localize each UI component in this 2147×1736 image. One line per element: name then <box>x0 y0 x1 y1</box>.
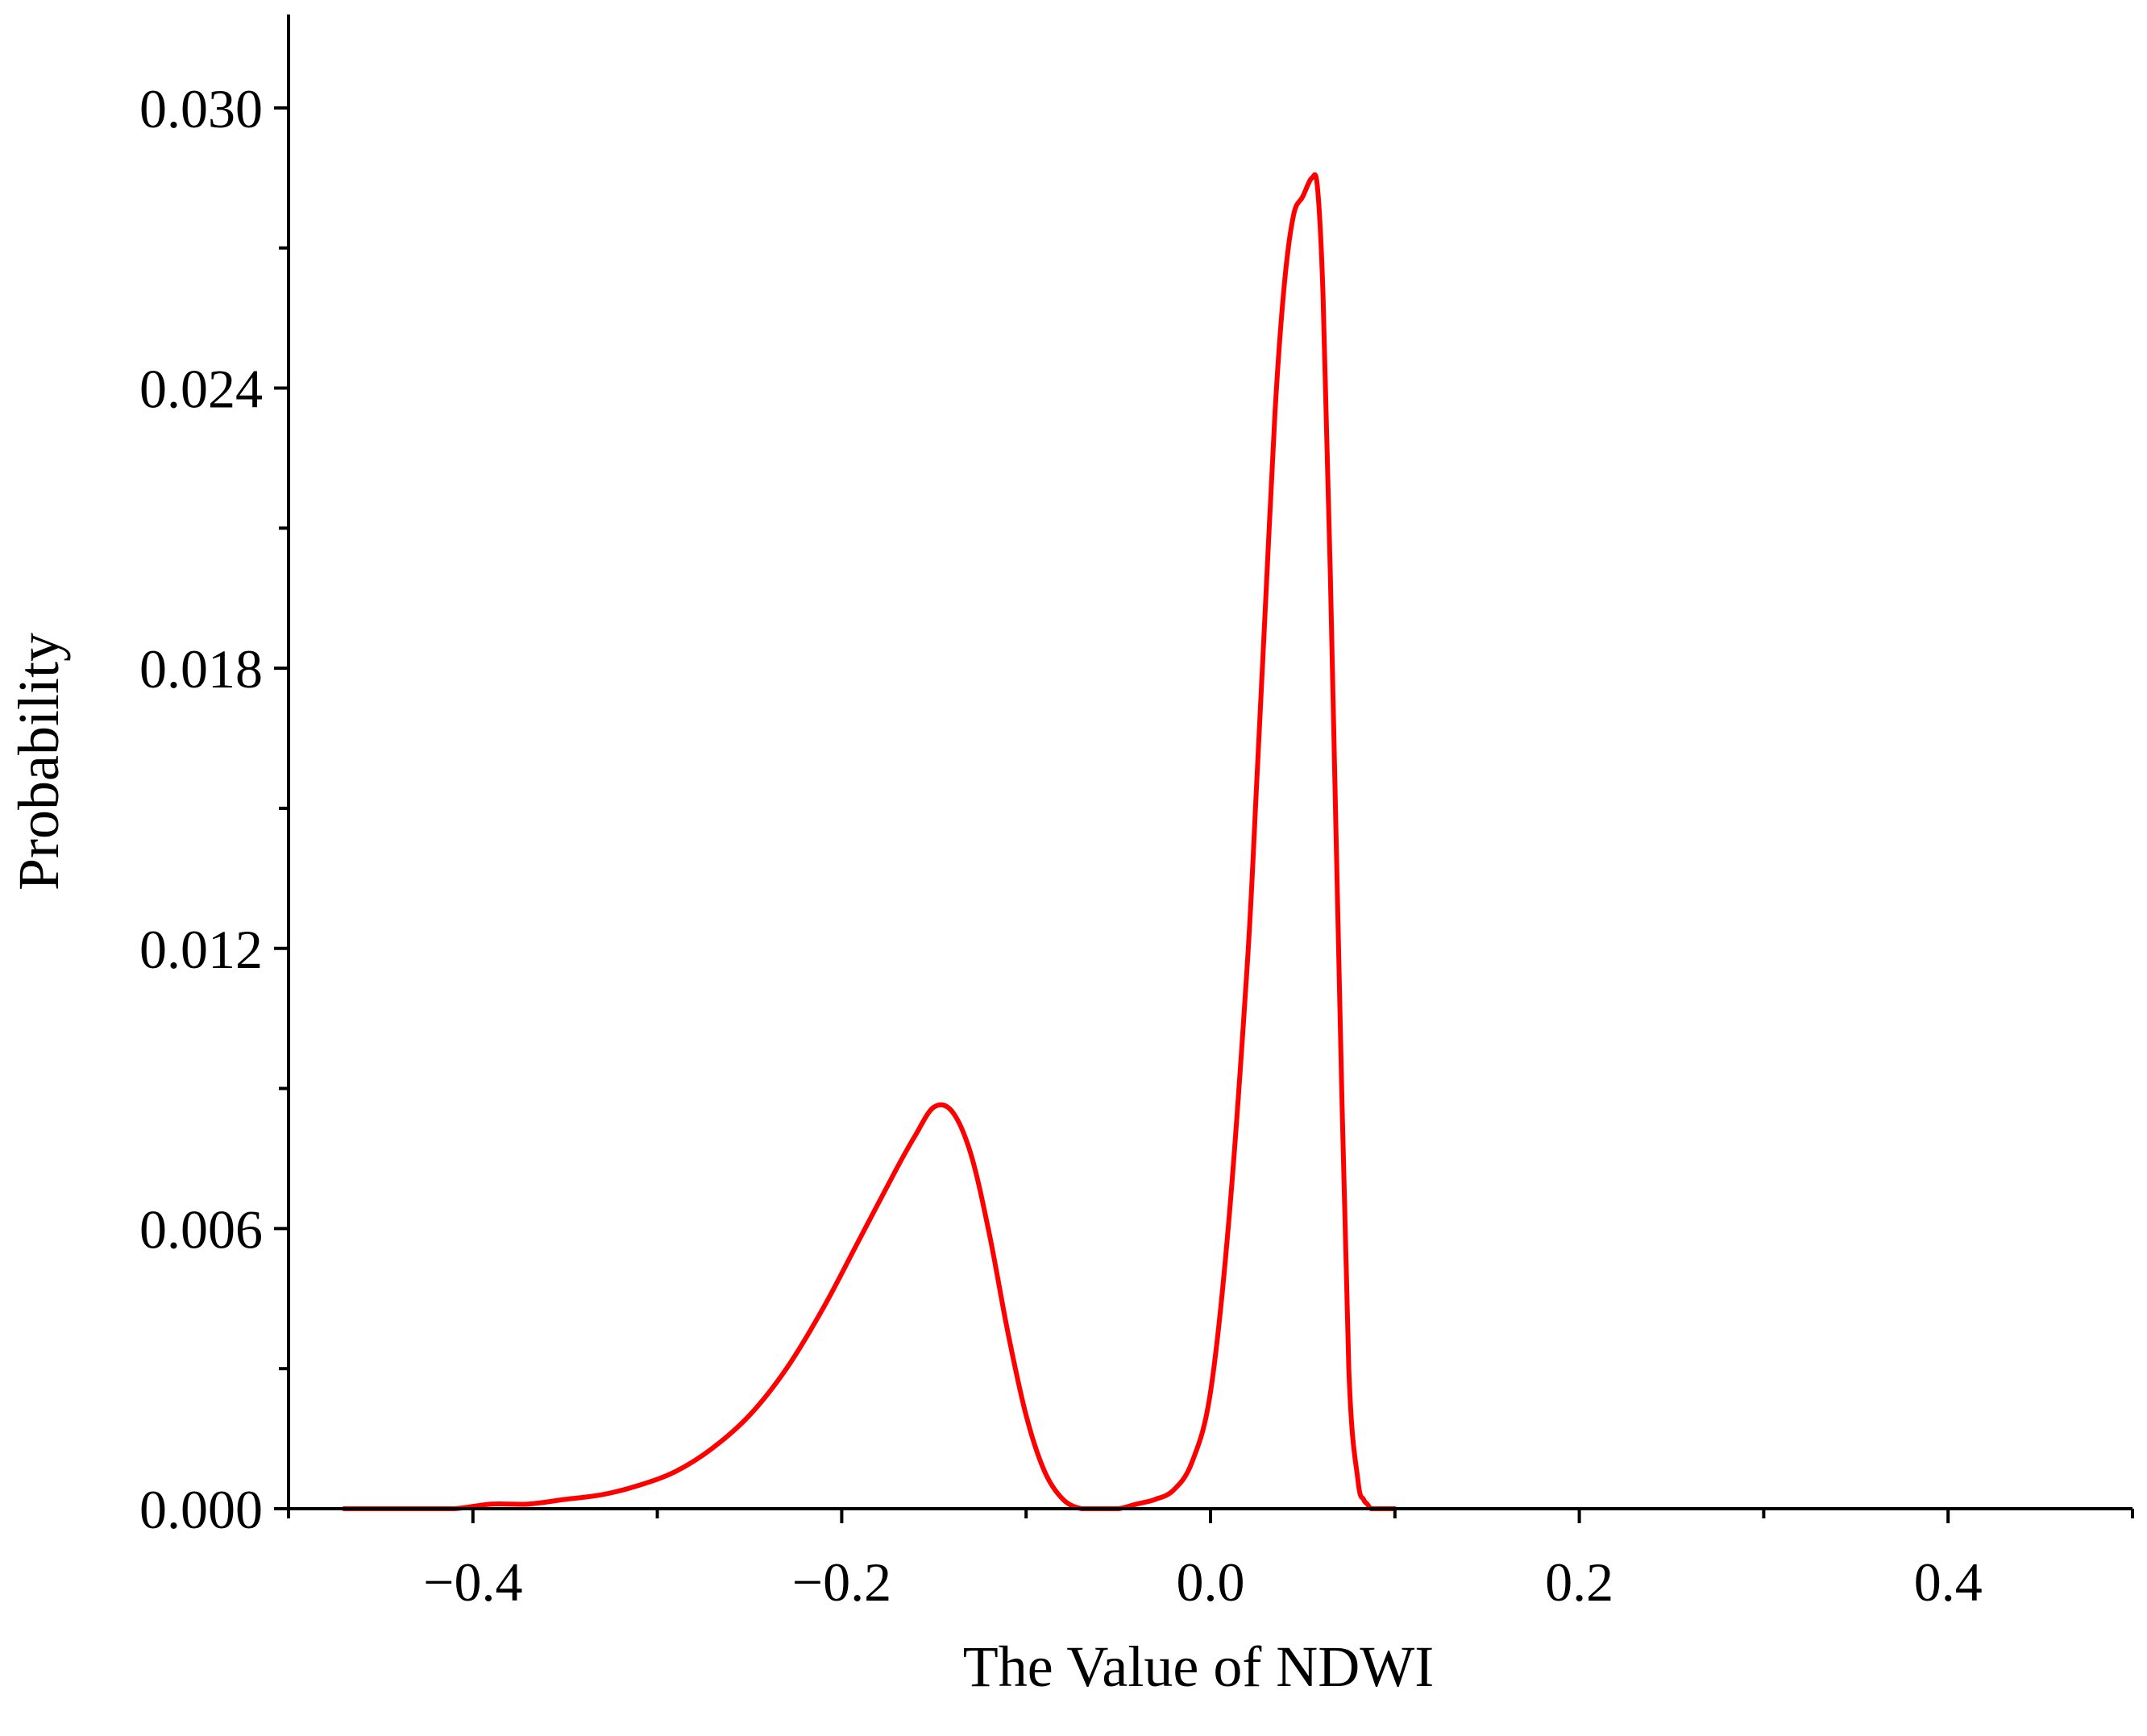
y-tick-label: 0.000 <box>139 1479 263 1540</box>
x-axis-title: The Value of NDWI <box>963 1634 1434 1699</box>
y-axis-ticks: 0.000 0.006 0.012 0.018 0.024 0.030 <box>139 78 289 1540</box>
x-tick-label: −0.2 <box>792 1551 891 1613</box>
y-tick-label: 0.018 <box>139 638 263 700</box>
plot-area <box>341 172 1397 1511</box>
x-tick-label: −0.4 <box>423 1551 522 1613</box>
probability-curve <box>341 172 1397 1511</box>
x-tick-label: 0.0 <box>1177 1551 1245 1613</box>
x-tick-label: 0.2 <box>1545 1551 1613 1613</box>
x-axis-ticks: −0.4 −0.2 0.0 0.2 0.4 <box>287 1509 2134 1613</box>
y-tick-label: 0.024 <box>139 359 263 420</box>
y-tick-label: 0.012 <box>139 919 263 980</box>
x-tick-label: 0.4 <box>1914 1551 1983 1613</box>
y-axis-title: Probability <box>6 633 71 891</box>
y-tick-label: 0.030 <box>139 78 263 139</box>
y-tick-label: 0.006 <box>139 1198 263 1260</box>
